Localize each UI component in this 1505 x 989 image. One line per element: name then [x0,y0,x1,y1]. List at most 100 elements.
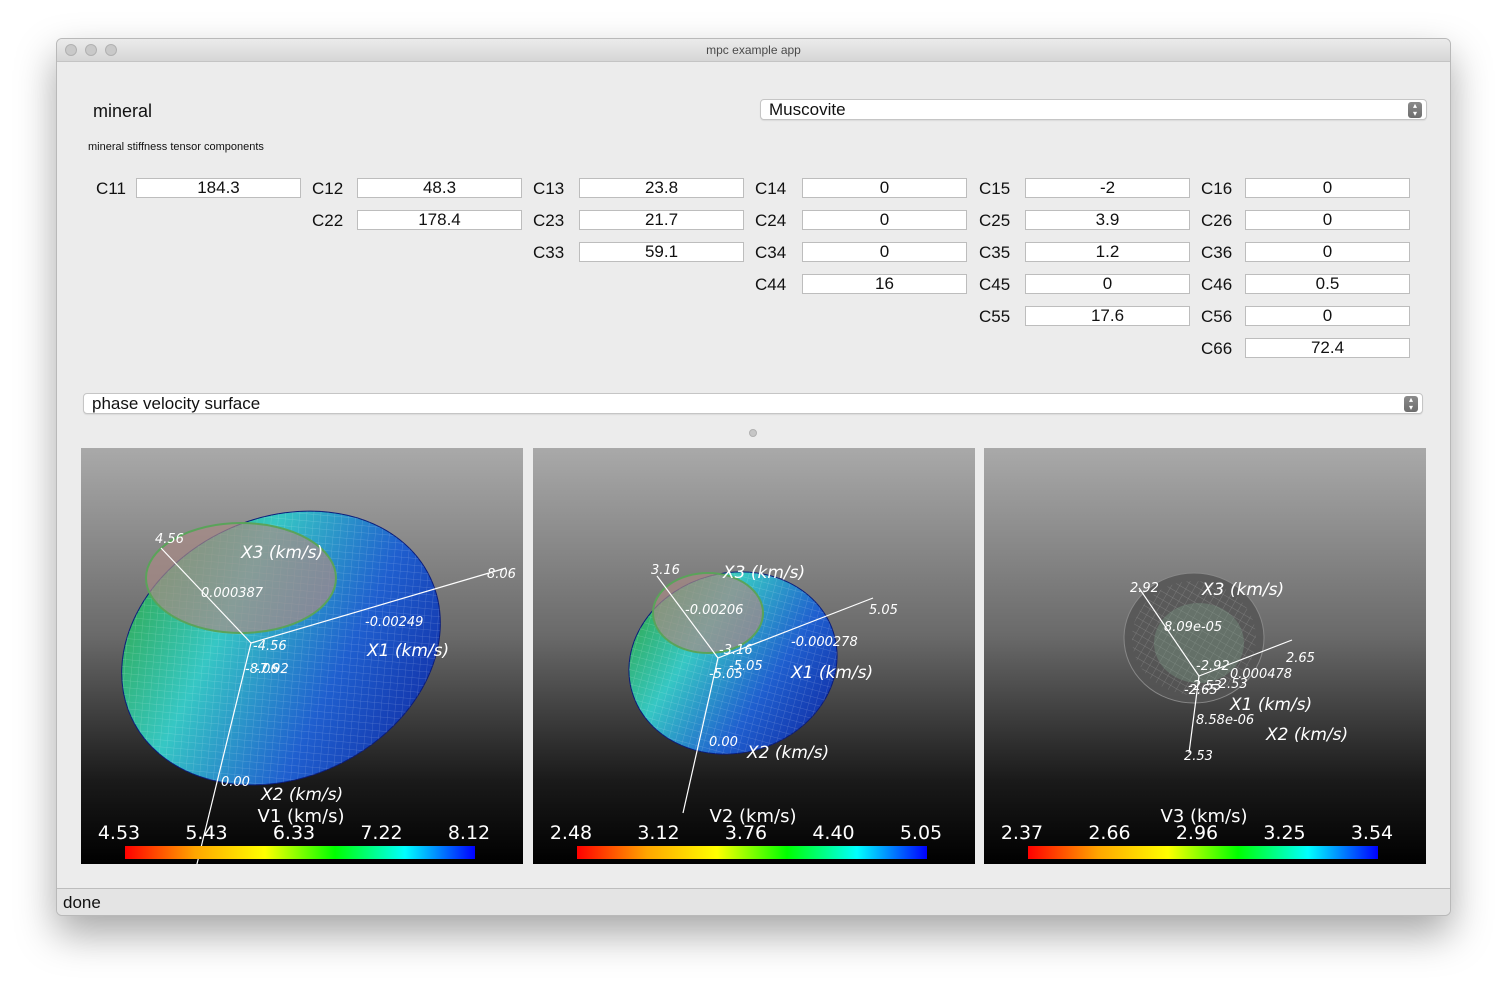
axis-title-x3: X3 (km/s) [722,563,805,583]
mineral-select-value: Muscovite [769,100,846,119]
velocity-view-2[interactable]: 3.16 -0.00206 -3.16 -5.05 0.00 5.05 -0.000278-… [533,448,975,864]
input-c25[interactable]: 3.9 [1025,210,1190,230]
input-c34[interactable]: 0 [802,242,967,262]
colorbar-tick-label: 2.48 [550,822,592,844]
status-text: done [63,893,101,912]
axis-tick-label: -4.56 [253,639,287,654]
label-c36: C36 [1201,243,1233,262]
splitter-handle[interactable] [749,429,757,437]
colorbar-title: V2 (km/s) [710,806,797,827]
input-c22[interactable]: 178.4 [357,210,522,230]
input-c14[interactable]: 0 [802,178,967,198]
label-c15: C15 [979,179,1011,198]
input-c66[interactable]: 72.4 [1245,338,1410,358]
axis-line [717,597,874,659]
label-c26: C26 [1201,211,1233,230]
colorbar-tick-label: 7.22 [360,822,402,844]
updown-chevron-icon: ▴ ▾ [1408,102,1422,118]
axis-tick-label: -8.06 [245,662,279,677]
colorbar [577,846,927,859]
title-bar: mpc example app [57,39,1450,62]
label-c34: C34 [755,243,787,262]
input-c35[interactable]: 1.2 [1025,242,1190,262]
axis-line [656,575,719,659]
label-c24: C24 [755,211,787,230]
input-c26[interactable]: 0 [1245,210,1410,230]
mineral-label: mineral [93,101,153,121]
axis-tick-label: 0.00 [221,775,250,790]
axis-tick-label: 0.000478 [1230,667,1292,682]
axis-line [1188,675,1200,754]
label-c46: C46 [1201,275,1233,294]
input-c23[interactable]: 21.7 [579,210,744,230]
axis-tick-label: -0.00249 [365,615,423,630]
axis-tick-label: -5.05 [729,659,763,674]
axis-tick-label: 8.06 [487,567,516,582]
axis-tick-label: 2.53 [1184,749,1213,764]
axis-line [1138,587,1200,677]
axis-tick-label: -5.05 [709,667,743,682]
velocity-view-1[interactable]: 4.56 0.000387 -4.56 -8.06 0.00 8.06 -0.00249 -7… [81,448,523,864]
minimize-window-button[interactable] [85,44,97,56]
axis-title-x1: X1 (km/s) [790,663,873,683]
colorbar-title: V3 (km/s) [1161,806,1248,827]
plot-mode-select[interactable]: phase velocity surface ▴ ▾ [83,393,1423,414]
axis-line [250,567,507,644]
axis-line [682,657,719,814]
colorbar-tick-label: 2.96 [1176,822,1218,844]
colorbar-tick-label: 4.53 [98,822,140,844]
velocity-view-3[interactable]: 2.92 8.09e-05 -2.92 -2.65 8.58e-06 2.65 0.0004… [984,448,1426,864]
window-title: mpc example app [706,43,801,57]
input-c16[interactable]: 0 [1245,178,1410,198]
axis-tick-label: -2.53 [1188,679,1222,694]
status-bar: done [57,888,1450,915]
input-c13[interactable]: 23.8 [579,178,744,198]
render-canvas: 3.16-0.00206-3.16-5.050.005.05-0.000278-… [550,563,942,859]
surface-cap [652,572,764,654]
app-window: mpc example app mineral Muscovite ▴ ▾ min… [56,38,1451,916]
label-c33: C33 [533,243,565,262]
label-c23: C23 [533,211,565,230]
label-c56: C56 [1201,307,1233,326]
render-canvas: 4.56 0.000387 -4.56 -8.06 0.00 8.06 -0.00249 -7… [98,510,516,864]
input-c44[interactable]: 16 [802,274,967,294]
label-c44: C44 [755,275,787,294]
label-c22: C22 [312,211,344,230]
label-c25: C25 [979,211,1011,230]
colorbar-tick-label: 3.76 [725,822,767,844]
axis-tick-label: 2.92 [1130,581,1159,596]
input-c46[interactable]: 0.5 [1245,274,1410,294]
mineral-select[interactable]: Muscovite ▴ ▾ [760,99,1427,120]
input-c55[interactable]: 17.6 [1025,306,1190,326]
input-c11[interactable]: 184.3 [136,178,301,198]
input-c33[interactable]: 59.1 [579,242,744,262]
zoom-window-button[interactable] [105,44,117,56]
axis-tick-label: 3.16 [651,563,680,578]
colorbar-tick-label: 3.25 [1263,822,1305,844]
input-c12[interactable]: 48.3 [357,178,522,198]
axis-title-x3: X3 (km/s) [240,543,323,563]
colorbar [1028,846,1378,859]
axis-tick-label: -0.00206 [685,603,743,618]
input-c56[interactable]: 0 [1245,306,1410,326]
label-c66: C66 [1201,339,1233,358]
input-c24[interactable]: 0 [802,210,967,230]
input-c45[interactable]: 0 [1025,274,1190,294]
axis-tick-label: 8.58e-06 [1196,713,1254,728]
axis-title-x2: X2 (km/s) [260,785,343,805]
axis-title-x1: X1 (km/s) [366,641,449,661]
close-window-button[interactable] [65,44,77,56]
colorbar-title: V1 (km/s) [258,806,345,827]
label-c35: C35 [979,243,1011,262]
axis-tick-label: -2.92 [1196,659,1230,674]
axis-tick-label: -0.000278 [791,635,858,650]
input-c36[interactable]: 0 [1245,242,1410,262]
input-c15[interactable]: -2 [1025,178,1190,198]
axis-tick-label: 5.05 [869,603,898,618]
render-canvas: 2.92 8.09e-05 -2.92 -2.65 8.58e-06 2.650.0004… [1001,572,1393,859]
axis-tick-label: -7.92 [255,662,289,677]
colorbar-tick-label: 5.05 [900,822,942,844]
label-c12: C12 [312,179,344,198]
tensor-caption: mineral stiffness tensor components [88,141,264,153]
axis-tick-label: 4.56 [155,532,184,547]
